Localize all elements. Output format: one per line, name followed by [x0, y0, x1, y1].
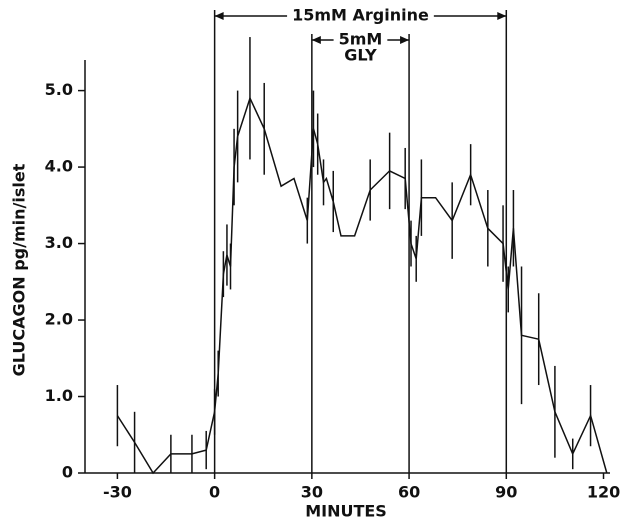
- annotation-text: 5mM: [339, 30, 383, 49]
- x-axis-label: MINUTES: [305, 502, 387, 521]
- x-tick-label: 60: [398, 483, 420, 502]
- x-tick-label: -30: [103, 483, 132, 502]
- x-tick-label: 30: [301, 483, 323, 502]
- arrow-head: [497, 12, 507, 20]
- y-tick-label: 5.0: [45, 80, 73, 99]
- y-axis-label: GLUCAGON pg/min/islet: [10, 163, 29, 376]
- y-tick-label: 1.0: [45, 386, 73, 405]
- arrow-head: [400, 36, 410, 44]
- y-tick-label: 3.0: [45, 233, 73, 252]
- y-tick-label: 4.0: [45, 157, 73, 176]
- arrow-head: [214, 12, 224, 20]
- y-tick-label: 2.0: [45, 310, 73, 329]
- arrow-head: [311, 36, 321, 44]
- annotation-bg: [287, 7, 434, 25]
- data-line: [116, 96, 608, 475]
- annotation-text: 15mM Arginine: [292, 6, 429, 25]
- x-tick-label: 120: [587, 483, 620, 502]
- annotation-text: GLY: [344, 46, 377, 65]
- y-tick-label: 0: [62, 463, 73, 482]
- annotation-bg: [333, 31, 388, 49]
- x-tick-label: 90: [495, 483, 517, 502]
- x-tick-label: 0: [209, 483, 220, 502]
